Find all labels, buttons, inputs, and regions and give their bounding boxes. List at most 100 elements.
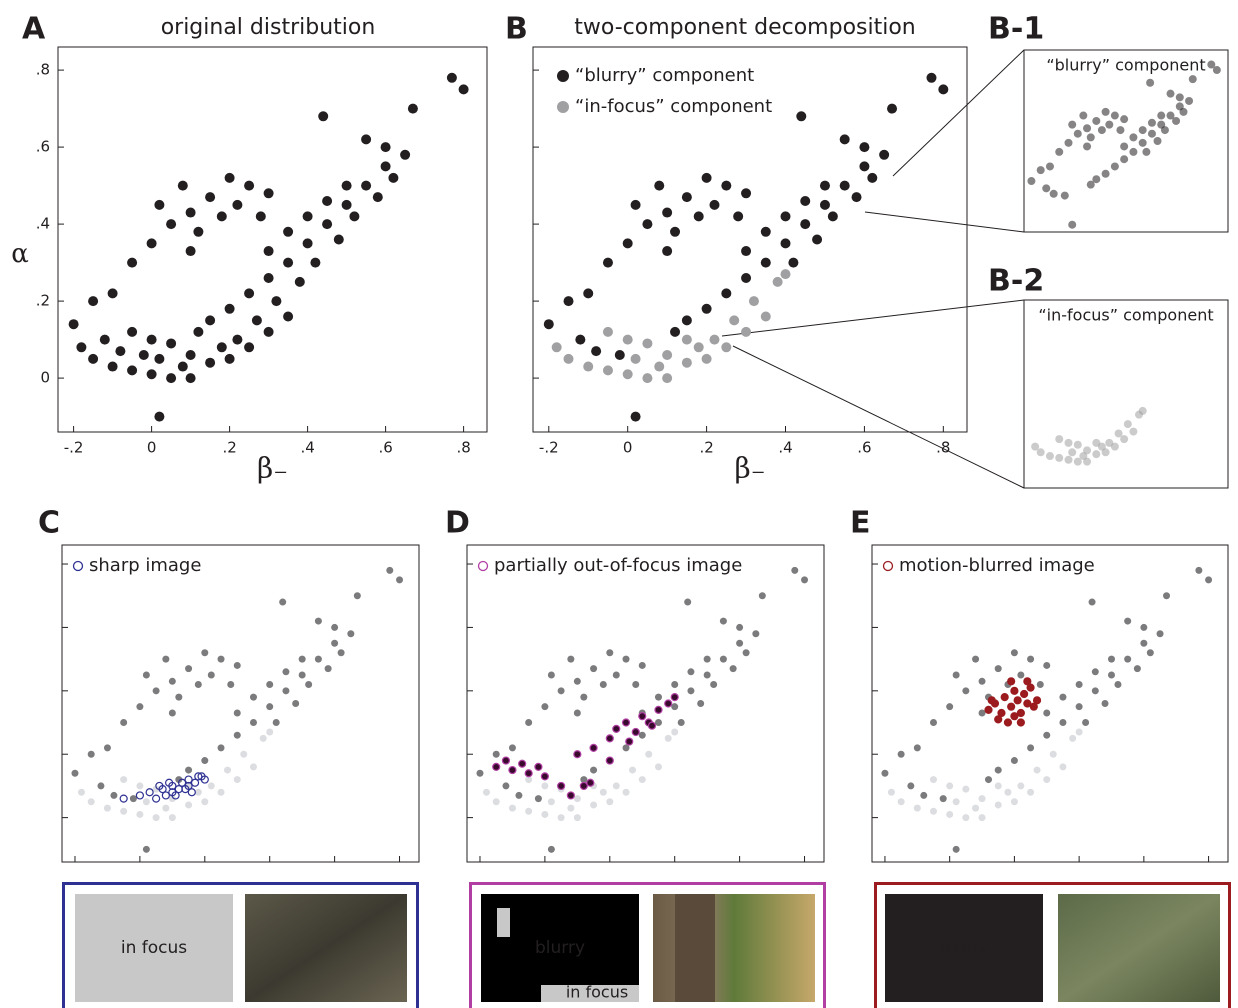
background-point: [168, 709, 176, 717]
panel-label: B-1: [988, 12, 1044, 47]
point: [563, 353, 574, 364]
inset-point: [1036, 448, 1045, 457]
background-point: [897, 798, 905, 806]
inset-point: [1105, 120, 1114, 129]
point: [733, 211, 744, 222]
background-point: [185, 801, 193, 809]
point: [701, 303, 712, 314]
background-point: [1027, 655, 1035, 663]
point: [780, 238, 791, 249]
point: [851, 192, 862, 203]
background-point: [590, 665, 598, 673]
inset-point: [1097, 126, 1106, 135]
background-point: [249, 763, 257, 771]
point: [788, 257, 799, 268]
inset-point: [1185, 96, 1194, 105]
point: [654, 180, 665, 191]
background-point: [1075, 703, 1083, 711]
background-point: [590, 766, 598, 774]
background-point: [697, 700, 705, 707]
point: [812, 234, 823, 245]
inset-point: [1055, 147, 1064, 156]
inset-point: [1138, 138, 1147, 147]
background-point: [541, 703, 549, 711]
highlight-point: [638, 712, 647, 721]
point: [361, 180, 372, 191]
background-point: [547, 798, 555, 806]
highlight-point: [184, 775, 193, 784]
highlight-point: [1010, 712, 1019, 721]
background-point: [1043, 731, 1051, 739]
background-point: [1043, 709, 1051, 717]
inset-point: [1092, 116, 1101, 125]
highlight-point: [145, 788, 154, 797]
point: [654, 361, 665, 372]
highlight-point: [1023, 677, 1032, 686]
panel-label: B-2: [988, 264, 1044, 299]
background-point: [1069, 734, 1077, 742]
highlight-point: [1032, 696, 1042, 705]
legend-label: sharp image: [89, 555, 201, 576]
background-point: [1043, 661, 1051, 669]
background-point: [612, 671, 620, 679]
y-axis-label: α: [11, 239, 29, 269]
highlight-point: [171, 791, 180, 800]
highlight-point: [152, 794, 161, 803]
background-point: [929, 807, 937, 815]
point: [146, 369, 157, 380]
point: [839, 180, 850, 191]
background-point: [1010, 798, 1018, 806]
background-point: [645, 750, 653, 758]
background-point: [946, 810, 954, 818]
inset-point: [1188, 75, 1197, 84]
highlight-point: [621, 718, 631, 727]
background-point: [952, 845, 960, 853]
background-point: [279, 598, 287, 606]
background-point: [1146, 649, 1154, 657]
point: [244, 180, 255, 191]
highlight-point: [984, 705, 993, 714]
background-point: [622, 655, 630, 663]
point: [310, 257, 321, 268]
point: [622, 238, 633, 249]
point: [88, 353, 99, 364]
inset-point: [1207, 60, 1216, 69]
point: [232, 199, 243, 210]
background-point: [201, 649, 209, 657]
background-point: [1133, 665, 1141, 673]
point: [879, 149, 890, 160]
point: [800, 196, 811, 206]
inset-point: [1073, 129, 1082, 138]
background-point: [638, 661, 646, 669]
background-point: [952, 798, 960, 806]
highlight-point: [524, 769, 533, 778]
background-point: [168, 795, 176, 803]
highlight-point: [161, 791, 170, 800]
inset-point: [1055, 435, 1064, 444]
point: [681, 315, 692, 326]
point: [341, 199, 352, 210]
point: [602, 365, 613, 376]
background-point: [1140, 623, 1148, 631]
background-point: [606, 798, 614, 806]
background-point: [703, 655, 711, 663]
background-point: [801, 576, 809, 584]
background-point: [129, 795, 137, 803]
point: [333, 234, 344, 245]
point: [205, 315, 216, 326]
point: [216, 342, 227, 353]
background-point: [1107, 655, 1115, 663]
x-tick-label: .6: [857, 439, 871, 457]
background-point: [758, 592, 766, 600]
point: [446, 72, 457, 83]
background-point: [978, 814, 986, 822]
x-axis-label: β₋: [257, 452, 288, 485]
point: [662, 350, 673, 360]
legend-label: partially out-of-focus image: [494, 555, 742, 576]
background-point: [194, 680, 202, 688]
inset-title: “blurry” component: [1046, 56, 1205, 75]
background-point: [752, 630, 760, 638]
background-point: [599, 788, 607, 796]
background-point: [1043, 776, 1051, 784]
background-point: [386, 566, 394, 574]
